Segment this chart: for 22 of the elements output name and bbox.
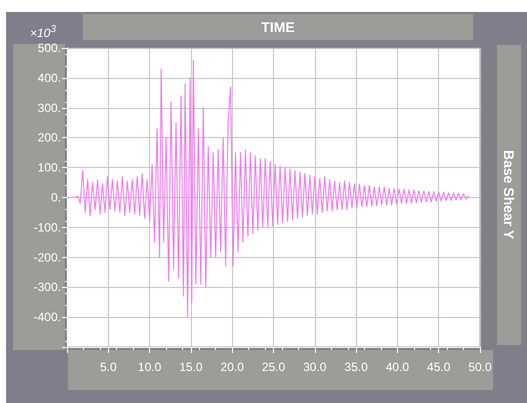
x-tick-label: 20.0	[220, 360, 244, 374]
y-tick-label: 0.	[50, 190, 61, 204]
y-tick-label: -100.	[34, 220, 61, 234]
x-tick-label: 45.0	[427, 360, 451, 374]
x-tick-label: 30.0	[303, 360, 327, 374]
y-tick-label: -300.	[34, 280, 61, 294]
x-tick-label: 15.0	[179, 360, 203, 374]
y-tick-label: -400.	[34, 310, 61, 324]
y-tick-label: 300.	[38, 100, 61, 115]
y-tick-label: 400.	[38, 70, 61, 85]
x-tick-label: 35.0	[344, 360, 368, 374]
x-tick-label: 25.0	[262, 360, 286, 374]
x-tick-label: 10.0	[138, 360, 162, 374]
y-tick-label: 500.	[38, 41, 61, 55]
y-tick-label: -200.	[34, 250, 61, 264]
y-tick-label: 200.	[38, 130, 61, 145]
x-tick-label: 5.0	[100, 360, 117, 374]
line-series	[66, 59, 469, 318]
x-tick-label: 50.0	[468, 360, 492, 374]
text: ×10$^{3}$	[30, 24, 56, 40]
x-tick-label: 40.0	[386, 360, 410, 374]
y-tick-label: 100.	[38, 160, 61, 175]
